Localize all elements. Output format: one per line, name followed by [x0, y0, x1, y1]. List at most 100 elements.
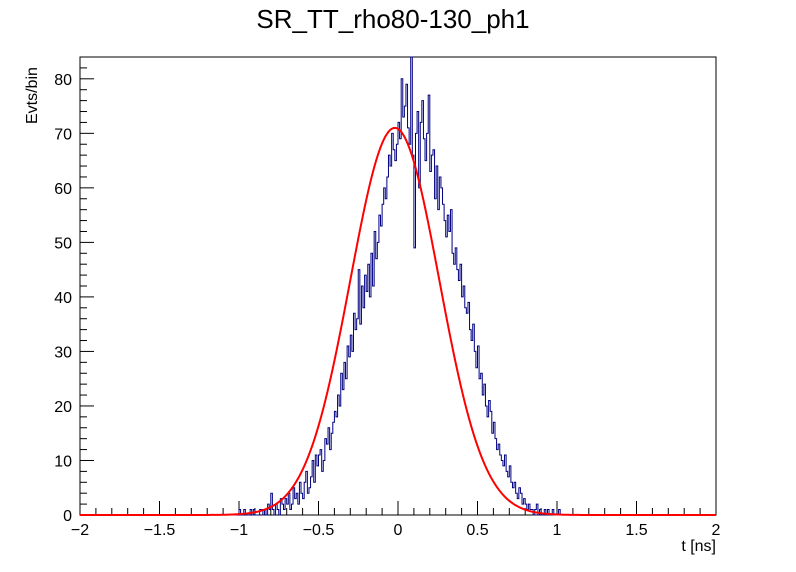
histogram-bin	[474, 351, 476, 515]
x-tick-label: 0	[394, 522, 403, 539]
histogram-bin	[330, 450, 332, 515]
histogram-bin	[452, 253, 454, 515]
histogram-bin	[368, 264, 370, 515]
histogram-bin	[363, 308, 365, 515]
histogram-bin	[449, 231, 451, 515]
histogram-bin	[506, 471, 508, 515]
histogram-bin	[489, 401, 491, 516]
histogram-bin	[443, 204, 445, 515]
histogram-bin	[373, 286, 375, 515]
histogram-bin	[355, 330, 357, 515]
histogram-bin	[435, 199, 437, 515]
x-tick-label: −1	[230, 522, 248, 539]
histogram-bin	[458, 281, 460, 515]
histogram-bin	[495, 439, 497, 515]
histogram-bin	[290, 510, 292, 515]
histogram-bin	[444, 221, 446, 515]
x-tick-label: 0.5	[466, 522, 488, 539]
histogram-bin	[384, 188, 386, 515]
histogram-bin	[404, 106, 406, 515]
histogram-bin	[392, 133, 394, 515]
histogram-bin	[317, 466, 319, 515]
histogram-bin	[457, 270, 459, 515]
histogram-bin	[379, 215, 381, 515]
histogram-bin	[497, 450, 499, 515]
histogram-bin	[390, 166, 392, 515]
histogram-bin	[454, 264, 456, 515]
histogram-bin	[400, 139, 402, 515]
fit-curve	[80, 126, 716, 516]
histogram-bin	[487, 417, 489, 515]
histogram-bin	[377, 242, 379, 515]
histogram-bin	[333, 422, 335, 515]
y-tick-label: 30	[54, 344, 72, 361]
histogram-bin	[503, 466, 505, 515]
histogram-bin	[350, 335, 352, 515]
y-axis-label: Evts/bin	[24, 67, 41, 124]
histogram-bin	[462, 297, 464, 515]
histogram-bin	[346, 379, 348, 515]
histogram-bin	[438, 210, 440, 515]
histogram-bin	[446, 237, 448, 515]
histogram-bin	[406, 84, 408, 515]
x-axis-label: t [ns]	[681, 538, 716, 555]
histogram-bin	[398, 122, 400, 515]
histogram-bin	[436, 166, 438, 515]
histogram-bin	[403, 117, 405, 515]
histogram-bin	[441, 188, 443, 515]
histogram-bin	[508, 477, 510, 515]
histogram-bin	[334, 411, 336, 515]
histogram-bin	[342, 390, 344, 515]
histogram-bin	[393, 150, 395, 515]
y-tick-label: 80	[54, 72, 72, 89]
histogram-bin	[376, 259, 378, 515]
histogram-bin	[433, 150, 435, 515]
histogram-bin	[295, 499, 297, 515]
histogram-bin	[336, 417, 338, 515]
histogram-bin	[408, 128, 410, 515]
histogram-bin	[339, 406, 341, 515]
histogram-bin	[388, 155, 390, 515]
histogram-bin	[431, 155, 433, 515]
histogram-bin	[430, 172, 432, 516]
y-tick-label: 50	[54, 235, 72, 252]
histogram-bin	[381, 226, 383, 515]
y-tick-label: 40	[54, 290, 72, 307]
histogram-bin	[500, 455, 502, 515]
histogram-bin	[349, 357, 351, 515]
histogram-bin	[439, 177, 441, 515]
y-tick-label: 70	[54, 126, 72, 143]
histogram-bin	[357, 319, 359, 515]
histogram-bin	[482, 395, 484, 515]
histogram-bin	[450, 210, 452, 515]
x-tick-label: −1.5	[144, 522, 176, 539]
histogram-bin	[287, 504, 289, 515]
x-tick-label: 2	[712, 522, 721, 539]
histogram-bin	[360, 324, 362, 515]
histogram-bin	[492, 433, 494, 515]
histogram-bin	[423, 139, 425, 515]
x-tick-label: 1	[553, 522, 562, 539]
histogram-bin	[298, 504, 300, 515]
histogram-bin	[366, 291, 368, 515]
histogram-bin	[326, 444, 328, 515]
histogram-bin	[387, 177, 389, 515]
x-tick-label: −2	[71, 522, 89, 539]
x-tick-label: 1.5	[625, 522, 647, 539]
histogram-bin	[468, 302, 470, 515]
chart-title: SR_TT_rho80-130_ph1	[256, 4, 529, 34]
y-tick-label: 0	[63, 508, 72, 525]
histogram-bin	[485, 406, 487, 515]
histogram-bin	[303, 499, 305, 515]
histogram-bin	[284, 510, 286, 515]
histogram-bin	[352, 351, 354, 515]
y-tick-label: 10	[54, 453, 72, 470]
y-tick-label: 20	[54, 399, 72, 416]
histogram-bin	[479, 379, 481, 515]
histogram-bin	[365, 275, 367, 515]
histogram-bin	[427, 133, 429, 515]
histogram-bin	[396, 144, 398, 515]
histogram-bin	[409, 144, 411, 515]
histogram-bin	[369, 297, 371, 515]
